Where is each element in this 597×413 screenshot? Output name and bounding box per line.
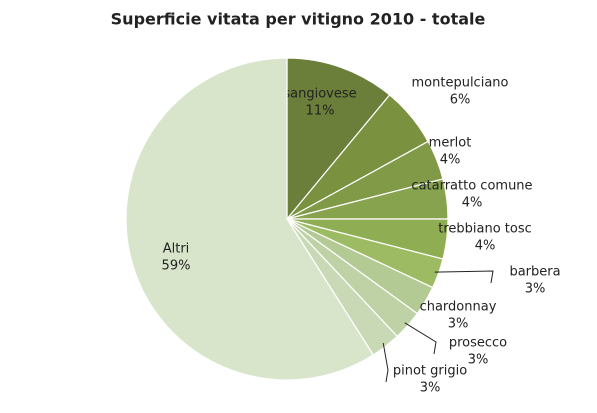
pie-slice (286, 57, 391, 221)
slice-label: montepulciano (412, 76, 509, 91)
slice-value-label: 6% (450, 93, 471, 108)
slice-label: catarratto comune (411, 179, 532, 194)
slice-label: barbera (509, 265, 560, 280)
slice-label: prosecco (449, 336, 507, 351)
slice-value-label: 3% (448, 317, 469, 332)
leader-line (434, 270, 494, 284)
slice-label: sangiovese (283, 87, 356, 102)
slice-value-label: 4% (475, 239, 496, 254)
slice-value-label: 3% (468, 353, 489, 368)
slice-value-label: 11% (306, 104, 335, 119)
slice-value-label: 3% (420, 381, 441, 396)
chart-title: Superficie vitata per vitigno 2010 - tot… (111, 10, 486, 29)
leader-line (382, 342, 389, 383)
pie-slice (125, 57, 375, 381)
slice-value-label: 4% (462, 196, 483, 211)
leader-line (404, 322, 437, 355)
slice-label: pinot grigio (393, 364, 467, 379)
slice-label: trebbiano tosc (438, 222, 532, 237)
slice-value-label: 4% (440, 153, 461, 168)
slice-label: merlot (429, 136, 472, 151)
slice-value-label: 59% (162, 259, 191, 274)
slice-value-label: 3% (525, 282, 546, 297)
slice-label: Altri (163, 242, 190, 257)
slice-label: chardonnay (420, 300, 497, 315)
